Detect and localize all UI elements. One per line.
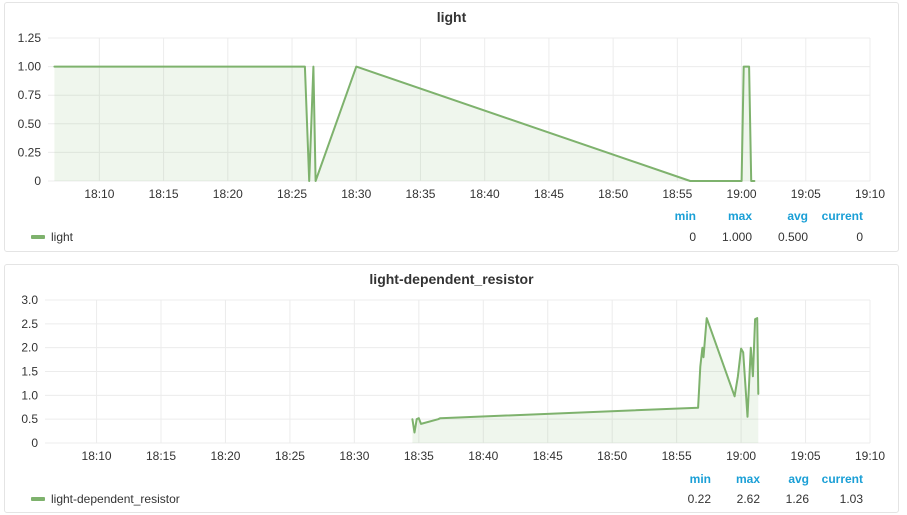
panel-title[interactable]: light-dependent_resistor bbox=[369, 271, 534, 287]
series-area bbox=[412, 318, 759, 443]
series-points bbox=[54, 66, 755, 182]
x-tick-label: 18:50 bbox=[597, 449, 627, 463]
legend-value-min: 0.22 bbox=[687, 492, 711, 506]
x-tick-label: 18:40 bbox=[470, 187, 500, 201]
y-tick-label: 2.0 bbox=[21, 341, 38, 355]
x-tick-label: 18:45 bbox=[534, 187, 564, 201]
legend-header-avg[interactable]: avg bbox=[788, 472, 809, 486]
y-tick-label: 1.00 bbox=[18, 60, 42, 74]
x-tick-label: 19:10 bbox=[855, 449, 885, 463]
series-color-swatch[interactable] bbox=[31, 497, 45, 501]
legend-value-current: 1.03 bbox=[839, 492, 863, 506]
legend-header-avg[interactable]: avg bbox=[787, 209, 808, 223]
y-tick-label: 0.75 bbox=[18, 88, 42, 102]
series-line bbox=[411, 317, 760, 434]
x-tick-label: 18:25 bbox=[277, 187, 307, 201]
legend-series-name[interactable]: light-dependent_resistor bbox=[51, 492, 180, 506]
legend-header: min max avg current bbox=[5, 209, 898, 225]
x-tick-label: 18:15 bbox=[146, 449, 176, 463]
x-tick-label: 18:35 bbox=[404, 449, 434, 463]
x-tick-label: 19:00 bbox=[727, 187, 757, 201]
x-tick-label: 18:10 bbox=[84, 187, 114, 201]
light-panel: light 0 0.25 0.50 0.75 1.00 1.25 18:10 18:15 18:… bbox=[4, 2, 899, 252]
x-tick-label: 18:50 bbox=[598, 187, 628, 201]
legend-value-avg: 1.26 bbox=[785, 492, 809, 506]
x-tick-label: 18:10 bbox=[82, 449, 112, 463]
x-tick-label: 18:20 bbox=[210, 449, 240, 463]
light-chart: 0 0.25 0.50 0.75 1.00 1.25 18:10 18:15 18:20 18:2… bbox=[18, 31, 886, 201]
y-tick-label: 0.25 bbox=[18, 145, 42, 159]
x-tick-label: 18:35 bbox=[405, 187, 435, 201]
x-tick-label: 19:00 bbox=[726, 449, 756, 463]
x-tick-label: 18:55 bbox=[662, 449, 692, 463]
legend-series[interactable]: light-dependent_resistor bbox=[31, 492, 180, 506]
legend-header-max[interactable]: max bbox=[727, 209, 752, 223]
legend-header-current[interactable]: current bbox=[821, 472, 863, 486]
x-tick-label: 18:30 bbox=[339, 449, 369, 463]
x-tick-label: 19:05 bbox=[791, 187, 821, 201]
legend-series-name[interactable]: light bbox=[51, 230, 74, 244]
legend-header-current[interactable]: current bbox=[821, 209, 863, 223]
x-tick-label: 18:45 bbox=[533, 449, 563, 463]
y-tick-label: 1.0 bbox=[21, 388, 38, 402]
grid bbox=[48, 37, 871, 182]
legend-value-min: 0 bbox=[689, 230, 696, 244]
x-tick-label: 18:55 bbox=[662, 187, 692, 201]
panel-title[interactable]: light bbox=[436, 9, 467, 25]
legend-header-min[interactable]: min bbox=[674, 209, 696, 223]
series-color-swatch[interactable] bbox=[31, 235, 45, 239]
legend-value-max: 1.000 bbox=[721, 230, 752, 244]
legend-series[interactable]: light bbox=[31, 230, 73, 244]
x-tick-label: 18:30 bbox=[341, 187, 371, 201]
y-tick-label: 1.25 bbox=[18, 31, 42, 45]
legend-header: min max avg current bbox=[5, 472, 898, 488]
y-tick-label: 0.5 bbox=[21, 412, 38, 426]
x-tick-label: 18:15 bbox=[149, 187, 179, 201]
x-tick-label: 19:10 bbox=[855, 187, 885, 201]
y-tick-label: 3.0 bbox=[21, 293, 38, 307]
legend-value-avg: 0.500 bbox=[777, 230, 808, 244]
x-tick-label: 18:20 bbox=[213, 187, 243, 201]
x-tick-label: 18:40 bbox=[468, 449, 498, 463]
series-area bbox=[54, 66, 755, 181]
legend-series-row: light-dependent_resistor 0.22 2.62 1.26 … bbox=[5, 492, 898, 508]
x-tick-label: 19:05 bbox=[791, 449, 821, 463]
legend-value-current: 0 bbox=[856, 230, 863, 244]
series-line bbox=[53, 65, 756, 182]
y-tick-label: 2.5 bbox=[21, 317, 38, 331]
legend-header-min[interactable]: min bbox=[689, 472, 711, 486]
y-tick-label: 0 bbox=[34, 174, 41, 188]
series-points bbox=[412, 318, 759, 433]
legend-series-row: light 0 1.000 0.500 0 bbox=[5, 230, 898, 246]
grid bbox=[45, 299, 871, 444]
legend-value-max: 2.62 bbox=[736, 492, 760, 506]
y-tick-label: 0.50 bbox=[18, 117, 42, 131]
x-tick-label: 18:25 bbox=[275, 449, 305, 463]
y-tick-label: 1.5 bbox=[21, 365, 38, 379]
y-tick-label: 0 bbox=[31, 436, 38, 450]
legend-header-max[interactable]: max bbox=[735, 472, 760, 486]
light-dependent-resistor-chart: 0 0.5 1.0 1.5 2.0 2.5 3.0 18:10 18:15 18:20 18:25 1… bbox=[21, 293, 885, 463]
light-dependent-resistor-panel: light-dependent_resistor 0 0.5 1.0 1.5 2.0 2.… bbox=[4, 264, 899, 513]
